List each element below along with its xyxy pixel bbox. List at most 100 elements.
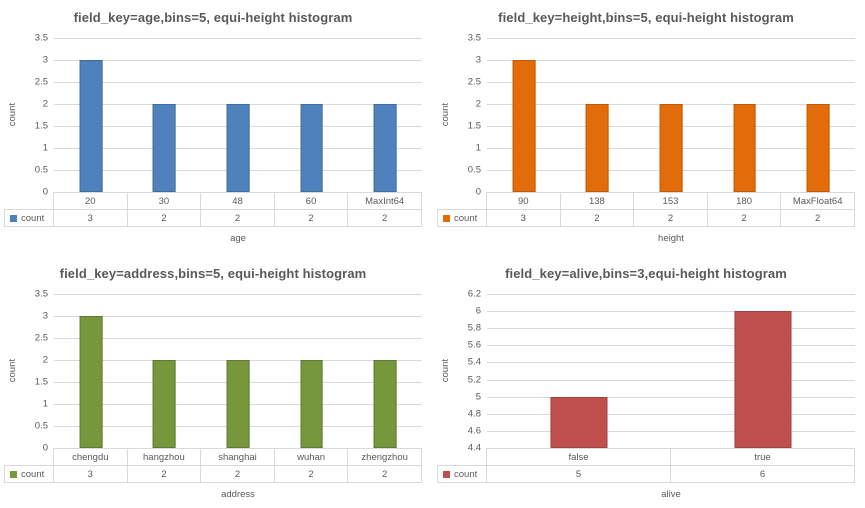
y-tick-label: 2	[42, 98, 48, 110]
bar-shanghai	[226, 360, 250, 448]
value-cell: 2	[347, 209, 422, 227]
value-cell: 6	[670, 465, 855, 483]
gridline	[487, 413, 855, 415]
bar-column	[348, 38, 422, 192]
bar-chengdu	[79, 316, 103, 448]
gridline	[487, 345, 855, 347]
value-cell: 2	[633, 209, 708, 227]
y-axis-ticks: 3.5 3 2.5 2 1.5 1 0.5 0	[453, 33, 487, 198]
data-table: 20 30 48 60 MaxInt64 count 3 2 2 2 2	[4, 192, 422, 227]
gridline	[54, 294, 422, 295]
y-tick-label: 2.5	[467, 76, 481, 88]
bar-20	[79, 60, 103, 192]
bar-MaxInt64	[373, 104, 397, 192]
plot-area	[54, 294, 422, 448]
chart-height: field_key=height,bins=5, equi-height his…	[437, 3, 861, 249]
plot-area	[487, 294, 855, 448]
y-tick-label: 5.6	[467, 339, 481, 351]
category-cell: 138	[559, 192, 635, 210]
y-tick-label: 3	[42, 54, 48, 66]
y-axis-title: count	[6, 103, 18, 127]
category-row: false true	[437, 448, 855, 466]
category-cell: 48	[200, 192, 275, 210]
gridline	[487, 294, 855, 295]
category-cell: 180	[706, 192, 782, 210]
chart-body: count 3.5 3 2.5 2 1.5 1 0.5 0	[4, 33, 422, 198]
gridline	[487, 379, 855, 381]
plot-area	[487, 38, 855, 192]
value-cell: 2	[200, 465, 275, 483]
y-tick-label: 3.5	[34, 32, 48, 44]
bar-60	[300, 104, 323, 192]
bar-153	[659, 104, 683, 192]
bar-column	[561, 38, 635, 192]
value-row: count 3 2 2 2 2	[4, 465, 422, 483]
y-tick-label: 1	[42, 142, 48, 154]
y-tick-label: 2.5	[34, 332, 48, 344]
y-tick-label: 0.5	[34, 420, 48, 432]
y-tick-label: 2	[42, 354, 48, 366]
y-tick-label: 4.6	[467, 425, 481, 437]
bar-column	[201, 38, 275, 192]
bar-48	[226, 104, 250, 192]
y-axis-title-wrap: count	[4, 294, 20, 448]
legend-cell: count	[4, 465, 54, 483]
category-cell: 90	[486, 192, 561, 210]
chart-address: field_key=address,bins=5, equi-height hi…	[4, 259, 428, 505]
gridline	[54, 38, 422, 39]
category-cell: zhengzhou	[347, 448, 422, 466]
y-axis-title: count	[439, 359, 451, 383]
chart-title: field_key=height,bins=5, equi-height his…	[498, 10, 794, 25]
y-tick-label: 3.5	[467, 32, 481, 44]
bar-false	[550, 397, 608, 448]
value-cell: 3	[53, 209, 128, 227]
y-tick-label: 6.2	[467, 288, 481, 300]
bar-columns	[487, 294, 855, 448]
value-cell: 3	[486, 209, 561, 227]
gridline	[54, 60, 422, 61]
y-tick-label: 2.5	[34, 76, 48, 88]
chart-body: count 3.5 3 2.5 2 1.5 1 0.5 0	[4, 289, 422, 454]
legend-swatch-icon	[10, 470, 17, 478]
legend-swatch-icon	[443, 214, 450, 222]
category-row: chengdu hangzhou shanghai wuhan zhengzhou	[4, 448, 422, 466]
plot-area	[54, 38, 422, 192]
legend-cell: count	[4, 209, 54, 227]
value-cell: 2	[126, 209, 202, 227]
y-tick-label: 4.4	[467, 442, 481, 454]
value-cell: 2	[347, 465, 422, 483]
y-tick-label: 2	[475, 98, 481, 110]
value-cell: 2	[200, 209, 275, 227]
value-cell: 2	[273, 209, 349, 227]
y-tick-label: 1	[475, 142, 481, 154]
value-row: count 5 6	[437, 465, 855, 483]
bar-MaxFloat64	[806, 104, 830, 192]
bar-columns	[54, 294, 422, 448]
category-cell: shanghai	[200, 448, 275, 466]
value-cell: 2	[780, 209, 855, 227]
chart-title: field_key=alive,bins=3,equi-height histo…	[505, 266, 787, 281]
chart-title: field_key=age,bins=5, equi-height histog…	[73, 10, 353, 25]
gridline	[487, 311, 855, 313]
category-cell: MaxInt64	[347, 192, 422, 210]
bar-column	[634, 38, 708, 192]
gridline	[487, 82, 855, 83]
bar-column	[487, 38, 561, 192]
data-table: false true count 5 6	[437, 448, 855, 483]
value-cell: 5	[486, 465, 671, 483]
y-tick-label: 6	[475, 305, 481, 317]
legend-label: count	[454, 468, 478, 480]
y-axis-title-wrap: count	[437, 38, 453, 192]
category-cell: 30	[126, 192, 202, 210]
value-row: count 3 2 2 2 2	[437, 209, 855, 227]
y-tick-label: 1	[42, 398, 48, 410]
y-tick-label: 1.5	[34, 376, 48, 388]
gridline	[487, 430, 855, 432]
legend-cell: count	[437, 465, 487, 483]
category-cell: 60	[273, 192, 349, 210]
y-axis-title: count	[6, 359, 18, 383]
data-table: chengdu hangzhou shanghai wuhan zhengzhou cou…	[4, 448, 422, 483]
category-row: 90 138 153 180 MaxFloat64	[437, 192, 855, 210]
bar-true	[734, 311, 792, 448]
